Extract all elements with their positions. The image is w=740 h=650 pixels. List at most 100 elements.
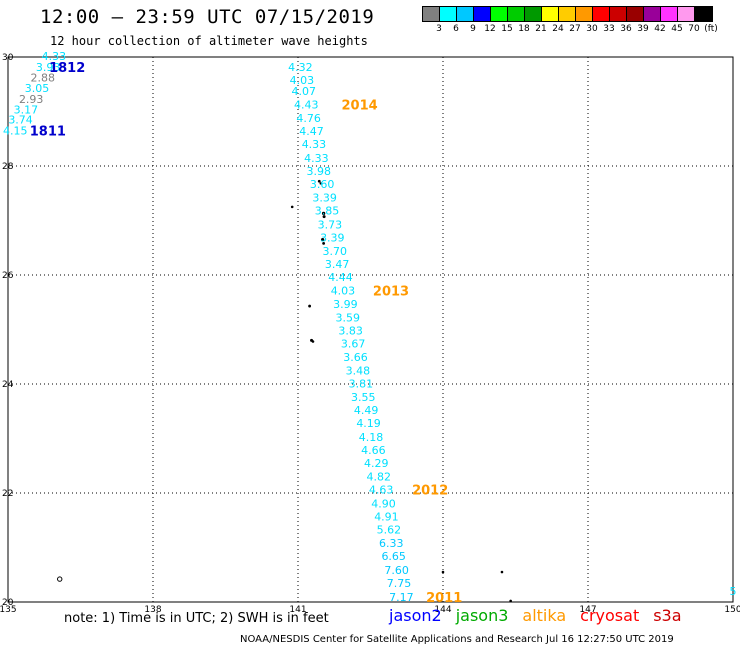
satellite-legend-item: cryosat xyxy=(580,606,640,625)
color-scale-label: 3 xyxy=(436,24,442,34)
wave-height-label: 4.43 xyxy=(294,98,319,111)
wave-height-label: 3.67 xyxy=(341,338,366,351)
color-scale-bar xyxy=(422,6,713,22)
y-tick-label: 26 xyxy=(2,271,14,281)
altimeter-track: 4.333.932.883.052.933.173.744.154.324.03… xyxy=(3,50,737,604)
wave-height-label: 3.47 xyxy=(325,258,350,271)
wave-height-label: 4.33 xyxy=(302,138,327,151)
island-marker xyxy=(322,215,326,219)
color-scale-label: 6 xyxy=(453,24,459,34)
y-tick-label: 22 xyxy=(2,489,13,499)
wave-height-label: 4.19 xyxy=(356,417,381,430)
island-marker xyxy=(441,570,445,574)
wave-height-label: 4.03 xyxy=(290,74,315,87)
wave-height-label: 7.75 xyxy=(387,577,412,590)
wave-height-label: 4.47 xyxy=(299,125,324,138)
island-marker xyxy=(319,182,322,185)
wave-height-label: 4.49 xyxy=(354,404,379,417)
wave-height-label: 3.59 xyxy=(336,312,361,325)
wave-height-label: 6.33 xyxy=(379,537,404,550)
color-scale-label: 9 xyxy=(470,24,476,34)
wave-height-label: 7.60 xyxy=(384,564,409,577)
color-scale-label: 33 xyxy=(603,24,615,34)
x-tick-label: 147 xyxy=(579,605,596,615)
island-marker xyxy=(322,241,326,245)
wave-height-label: 4.15 xyxy=(3,125,28,138)
y-tick-label: 24 xyxy=(2,380,14,390)
y-tick-label: 28 xyxy=(2,162,14,172)
wave-height-label: 4.33 xyxy=(42,50,67,63)
island-marker xyxy=(500,570,504,574)
pass-number-label: 2014 xyxy=(342,98,378,113)
x-tick-label: 144 xyxy=(434,605,451,615)
map-frame xyxy=(7,56,734,603)
wave-height-label: 3.55 xyxy=(351,391,376,404)
pass-number-label: 1811 xyxy=(30,125,66,140)
wave-height-label: 4.82 xyxy=(366,471,391,484)
footer-credit: NOAA/NESDIS Center for Satellite Applica… xyxy=(240,634,674,645)
color-swatch xyxy=(695,7,712,21)
wave-height-label: 4.03 xyxy=(331,284,356,297)
wave-height-label: 6.65 xyxy=(381,550,406,563)
island-marker xyxy=(321,211,326,216)
color-swatch xyxy=(576,7,593,21)
pass-number-label: 1812 xyxy=(49,61,85,76)
wave-height-label: 3.17 xyxy=(14,103,39,116)
wave-height-label: 3.05 xyxy=(25,82,50,95)
wave-height-label: 4.33 xyxy=(304,152,329,165)
island-marker xyxy=(311,340,315,343)
color-swatch xyxy=(508,7,525,21)
color-swatch xyxy=(525,7,542,21)
wave-height-label: 3.98 xyxy=(307,165,332,178)
color-scale-label: 45 xyxy=(671,24,683,34)
wave-height-label: 4.18 xyxy=(359,431,384,444)
island-marker xyxy=(308,304,311,308)
color-swatch xyxy=(559,7,576,21)
color-swatch xyxy=(610,7,627,21)
color-scale-label: 21 xyxy=(535,24,547,34)
color-scale-label: 39 xyxy=(637,24,649,34)
wave-height-label: 3.48 xyxy=(346,364,371,377)
x-tick-label: 138 xyxy=(144,605,161,615)
color-swatch xyxy=(542,7,559,21)
y-tick-label: 20 xyxy=(2,598,14,608)
wave-height-label: 4.29 xyxy=(364,457,389,470)
wave-height-label: 4.44 xyxy=(328,271,353,284)
color-swatch xyxy=(644,7,661,21)
color-scale-label: 12 xyxy=(484,24,496,34)
wave-height-label: 3.60 xyxy=(310,178,335,191)
wave-height-label: 7.17 xyxy=(389,591,414,604)
color-swatch xyxy=(678,7,695,21)
color-scale-label: 18 xyxy=(518,24,530,34)
pass-number-label: 2011 xyxy=(426,591,462,606)
island-markers xyxy=(57,179,512,603)
map-grid xyxy=(7,56,734,603)
color-swatch xyxy=(474,7,491,21)
wave-height-label: 4.90 xyxy=(371,497,396,510)
color-swatch xyxy=(661,7,678,21)
color-scale-label: 15 xyxy=(501,24,513,34)
wave-height-label: 3.70 xyxy=(322,245,347,258)
wave-height-label: 3.99 xyxy=(333,298,358,311)
satellite-legend-item: jason2 xyxy=(389,606,442,625)
pass-number-label: 2013 xyxy=(373,284,409,299)
page-title: 12:00 — 23:59 UTC 07/15/2019 xyxy=(40,6,375,28)
wave-height-label: 3.85 xyxy=(315,205,340,218)
wave-height-label: 3.39 xyxy=(320,231,345,244)
color-scale-label: 42 xyxy=(654,24,666,34)
wave-height-label: 3.74 xyxy=(8,114,33,127)
pass-labels: 1812 1811 2014 2013 2012 2011 xyxy=(30,61,463,606)
island-marker xyxy=(321,237,325,242)
wave-height-label: 4.76 xyxy=(296,112,321,125)
color-swatch xyxy=(491,7,508,21)
color-swatch xyxy=(423,7,440,21)
wave-height-label: 4.63 xyxy=(369,484,394,497)
y-tick-label: 30 xyxy=(2,53,14,63)
color-scale-label: 36 xyxy=(620,24,632,34)
x-tick-label: 141 xyxy=(289,605,306,615)
color-swatch xyxy=(593,7,610,21)
wave-height-label: 3.73 xyxy=(318,218,343,231)
satellite-legend: jason2 jason3 altika cryosat s3a xyxy=(389,606,696,625)
color-scale-label: (ft) xyxy=(704,24,718,34)
